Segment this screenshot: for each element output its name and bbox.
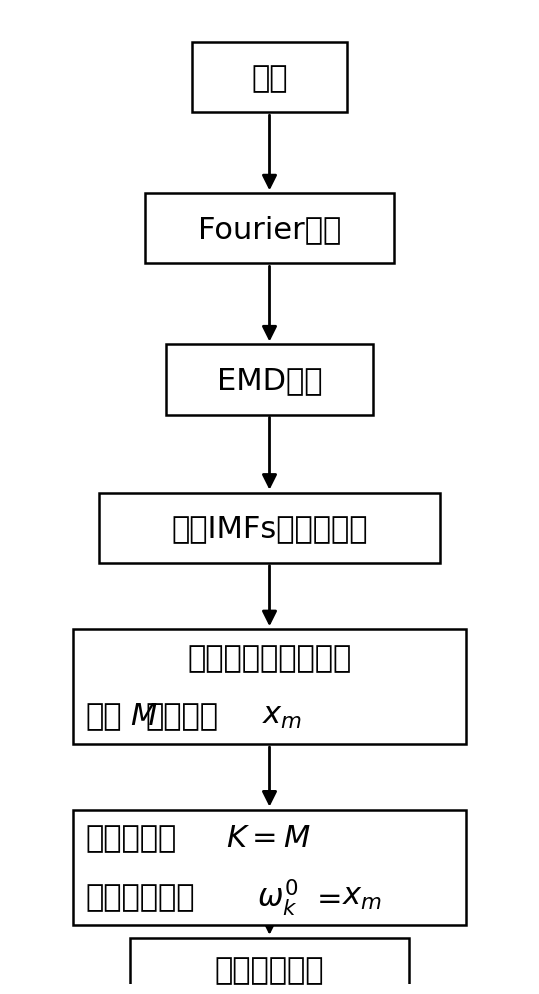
FancyBboxPatch shape (166, 345, 373, 415)
Text: Fourier变换: Fourier变换 (198, 215, 341, 244)
Text: 模态估计量: 模态估计量 (86, 823, 177, 853)
Text: 个数: 个数 (86, 702, 122, 731)
Text: $\omega_k^0$: $\omega_k^0$ (257, 876, 298, 916)
FancyBboxPatch shape (73, 810, 466, 924)
FancyBboxPatch shape (146, 194, 393, 264)
Text: $x_m$: $x_m$ (262, 702, 302, 731)
Text: 和横坐标: 和横坐标 (146, 702, 218, 731)
Text: $K=M$: $K=M$ (225, 823, 310, 853)
Text: 初始中心频率: 初始中心频率 (86, 882, 195, 911)
Text: 部分IMFs和残余重构: 部分IMFs和残余重构 (171, 514, 368, 543)
FancyBboxPatch shape (99, 493, 440, 564)
FancyBboxPatch shape (130, 937, 409, 994)
Text: 统计频谱趋势极大值: 统计频谱趋势极大值 (188, 643, 351, 672)
Text: $M$: $M$ (130, 702, 157, 731)
Text: $x_m$: $x_m$ (342, 882, 382, 911)
Text: 信号: 信号 (251, 64, 288, 92)
Text: 变分模态分解: 变分模态分解 (215, 955, 324, 984)
FancyBboxPatch shape (73, 629, 466, 745)
Text: $=$: $=$ (311, 882, 341, 911)
Text: EMD分解: EMD分解 (217, 366, 322, 395)
FancyBboxPatch shape (192, 43, 347, 113)
